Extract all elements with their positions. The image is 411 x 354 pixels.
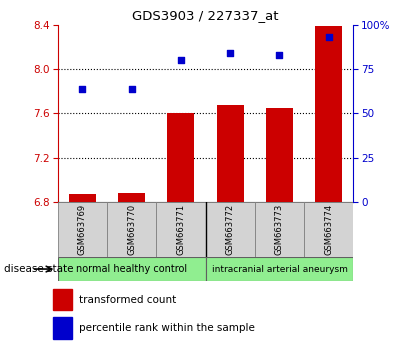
Bar [58,202,107,257]
Text: GDS3903 / 227337_at: GDS3903 / 227337_at [132,9,279,22]
Text: GSM663774: GSM663774 [324,204,333,255]
Bar [69,194,96,202]
Bar [206,257,353,281]
Bar [206,202,255,257]
Point [128,86,135,91]
Point [276,52,283,58]
Bar [53,317,72,339]
Bar [304,202,353,257]
Text: GSM663772: GSM663772 [226,204,235,255]
Bar [58,257,206,281]
Bar [156,202,206,257]
Bar [53,289,72,310]
Point [79,86,85,91]
Bar [217,105,244,202]
Text: GSM663770: GSM663770 [127,204,136,255]
Text: disease state: disease state [4,264,74,274]
Text: transformed count: transformed count [79,295,176,305]
Text: GSM663773: GSM663773 [275,204,284,255]
Text: GSM663771: GSM663771 [176,204,185,255]
Text: GSM663769: GSM663769 [78,204,87,255]
Bar [167,113,194,202]
Bar [118,193,145,202]
Text: percentile rank within the sample: percentile rank within the sample [79,323,255,333]
Point [227,50,233,56]
Text: normal healthy control: normal healthy control [76,264,187,274]
Point [178,57,184,63]
Bar [315,27,342,202]
Bar [107,202,156,257]
Bar [255,202,304,257]
Point [326,34,332,40]
Text: intracranial arterial aneurysm: intracranial arterial aneurysm [212,264,347,274]
Bar [266,108,293,202]
